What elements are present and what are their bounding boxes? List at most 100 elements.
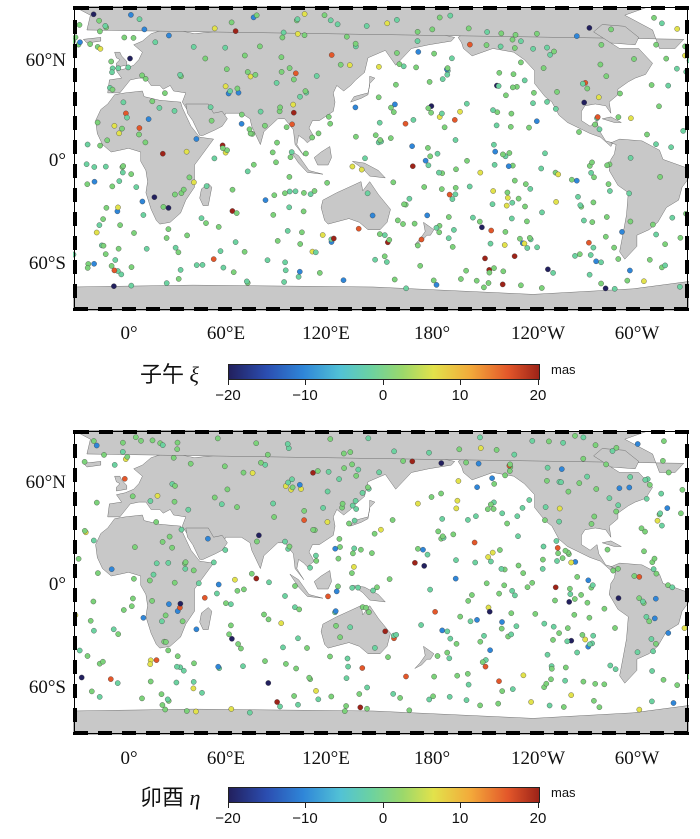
station-dot [484,29,490,35]
station-dot [488,227,494,234]
station-dot [252,72,259,78]
station-dot [190,679,197,685]
lat-label-60s: 60°S [28,677,66,698]
station-dot [473,513,479,519]
station-dot [246,126,253,133]
station-dot [446,694,453,700]
station-dot [391,448,397,455]
station-dot [590,199,597,206]
station-dot [410,117,417,123]
station-dot [171,108,178,114]
station-dot [544,99,550,105]
station-dot [555,171,561,178]
station-dot [544,651,551,658]
landmass [320,605,391,654]
station-dot [174,446,180,452]
station-dot [277,703,283,710]
station-dot [631,56,637,62]
station-dot [647,482,653,488]
station-dot [279,34,286,41]
station-dot [294,16,301,22]
station-dot [657,510,663,517]
station-dot [554,545,561,551]
station-dot [458,276,464,282]
panel-meridian: 60°N 0° 60°S 0° 60°E 120°E 180° 120°W 60… [26,6,689,404]
station-dot [485,554,491,560]
station-dot [512,177,518,184]
station-dot [128,171,134,177]
station-dot [224,66,230,72]
station-dot [247,709,253,716]
station-dot [518,282,524,289]
station-dot [307,191,314,197]
station-dot [598,259,604,266]
station-dot [401,201,407,208]
station-dot [375,94,382,101]
station-dot [504,189,511,196]
station-dot [441,124,448,131]
station-dot [409,143,415,149]
station-dot [499,510,505,517]
station-dot [627,474,633,480]
station-dot [238,121,245,127]
station-dot [439,516,445,522]
station-dot [626,484,633,491]
station-dot [653,141,659,147]
station-dot [586,641,593,648]
station-dot [287,154,294,160]
station-dot [174,439,181,446]
station-dot [472,559,478,566]
station-dot [253,12,260,19]
station-dot [301,190,307,196]
station-dot [567,585,573,592]
station-dot [496,70,503,76]
station-dot [636,574,643,580]
station-dot [432,609,438,615]
station-dot [142,139,149,146]
station-dot [282,267,289,274]
station-dot [177,600,184,607]
station-dot [244,69,251,75]
station-dot [426,696,432,703]
station-dot [115,631,121,637]
station-dot [384,259,390,265]
landmass [313,146,332,166]
station-dot [511,253,518,259]
station-dot [370,587,376,594]
station-dot [193,708,199,715]
station-dot [153,657,160,663]
station-dot [653,595,659,602]
station-dot [487,647,493,653]
station-dot [133,184,140,190]
map-frame-border [74,7,688,310]
station-dot [580,455,587,462]
station-dot [327,120,333,127]
station-dot [529,438,536,444]
station-dot [519,505,526,511]
station-dot [560,440,566,446]
station-dot [202,595,208,601]
station-dot [94,119,101,126]
station-dot [159,702,166,708]
station-dot [511,451,518,458]
station-dot [257,43,263,50]
station-dot [159,618,165,625]
station-dot [172,244,179,251]
station-dot [612,625,618,631]
station-dot [589,159,595,166]
station-dot [265,616,272,623]
station-dot [159,539,166,545]
station-dot [116,130,122,137]
station-dot [490,188,496,194]
station-dot [477,702,483,709]
station-dot [359,490,366,496]
station-dot [572,433,578,439]
station-dot [653,641,659,647]
station-dot [584,473,590,480]
station-dot [366,609,372,615]
station-dot [372,256,378,263]
station-dot [463,267,469,274]
station-dot [253,575,260,582]
station-dot [653,231,659,238]
station-dot [512,592,518,599]
